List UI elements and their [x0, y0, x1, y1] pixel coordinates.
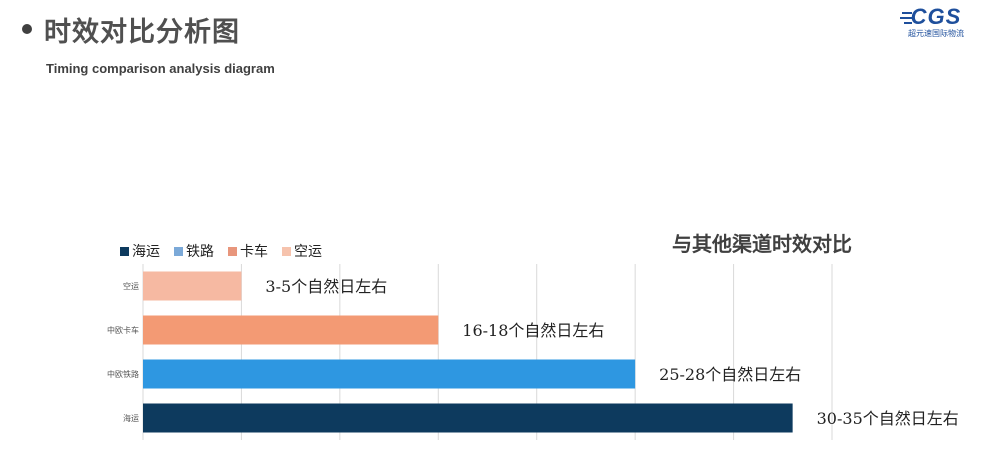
- data-label: 3-5个自然日左右: [265, 277, 387, 296]
- logo-text: CGS: [910, 4, 962, 29]
- bar-3: [143, 403, 793, 433]
- category-tick-label: 空运: [123, 281, 139, 291]
- category-tick-label: 中欧卡车: [107, 325, 139, 335]
- bar-2: [143, 359, 636, 389]
- legend-item-truck: 卡车: [228, 241, 268, 261]
- chart-title: 与其他渠道时效对比: [672, 232, 852, 256]
- page-title: 时效对比分析图: [44, 17, 240, 48]
- legend-item-air: 空运: [282, 241, 322, 261]
- title-bullet: [22, 24, 32, 34]
- category-tick-label: 海运: [123, 413, 139, 423]
- legend-label: 海运: [132, 244, 160, 260]
- category-tick-label: 中欧铁路: [107, 369, 139, 379]
- data-label: 25-28个自然日左右: [659, 365, 801, 384]
- page-subtitle: Timing comparison analysis diagram: [46, 61, 275, 76]
- chart-legend: 海运 铁路 卡车 空运: [120, 241, 322, 261]
- legend-item-rail: 铁路: [174, 241, 214, 261]
- legend-swatch: [174, 246, 183, 256]
- legend-swatch: [228, 246, 237, 256]
- legend-swatch: [282, 246, 291, 256]
- data-label: 16-18个自然日左右: [462, 321, 604, 340]
- legend-label: 卡车: [240, 244, 268, 260]
- legend-item-sea: 海运: [120, 241, 160, 261]
- legend-label: 铁路: [186, 244, 214, 260]
- bar-0: [143, 271, 242, 301]
- data-label: 30-35个自然日左右: [817, 409, 959, 428]
- cgs-logo-icon: CGS 超元速国际物流: [900, 4, 972, 40]
- legend-swatch: [120, 246, 129, 256]
- legend-label: 空运: [294, 244, 322, 260]
- logo-subtitle: 超元速国际物流: [908, 29, 964, 38]
- bar-1: [143, 315, 439, 345]
